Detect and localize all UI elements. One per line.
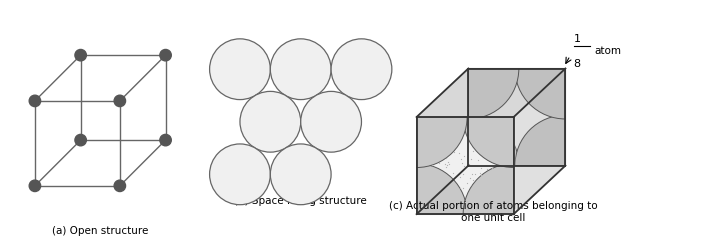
Wedge shape xyxy=(463,117,513,168)
Point xyxy=(448,150,460,154)
Polygon shape xyxy=(417,69,566,117)
Circle shape xyxy=(160,49,171,61)
Point xyxy=(440,165,452,168)
Point xyxy=(455,169,467,173)
Point xyxy=(468,179,479,182)
Point xyxy=(465,157,477,160)
Circle shape xyxy=(114,95,125,107)
Point xyxy=(454,175,465,179)
Text: 8: 8 xyxy=(574,59,581,69)
Point xyxy=(466,172,478,176)
Circle shape xyxy=(271,39,331,100)
Point xyxy=(463,162,475,166)
Point xyxy=(475,173,487,177)
Text: (c) Actual portion of atoms belonging to
one unit cell: (c) Actual portion of atoms belonging to… xyxy=(389,201,598,223)
Polygon shape xyxy=(468,69,566,166)
Polygon shape xyxy=(513,69,566,214)
Wedge shape xyxy=(417,117,467,168)
Wedge shape xyxy=(417,164,467,214)
Point xyxy=(458,172,469,176)
Point xyxy=(473,158,484,162)
Point xyxy=(442,160,454,164)
Circle shape xyxy=(271,144,331,205)
Polygon shape xyxy=(417,117,513,214)
Point xyxy=(458,165,470,168)
Point xyxy=(468,149,479,153)
Wedge shape xyxy=(468,115,519,166)
Point xyxy=(439,162,450,166)
Wedge shape xyxy=(515,69,566,119)
Circle shape xyxy=(114,180,125,191)
Point xyxy=(461,182,473,185)
Text: (b) Space filling structure: (b) Space filling structure xyxy=(234,196,367,206)
Circle shape xyxy=(29,180,41,191)
Wedge shape xyxy=(515,115,566,166)
Point xyxy=(457,186,468,190)
Point xyxy=(455,157,467,161)
Point xyxy=(470,172,481,176)
Point xyxy=(443,162,455,165)
Point xyxy=(459,154,470,158)
Point xyxy=(475,167,487,170)
Text: (a) Open structure: (a) Open structure xyxy=(52,226,148,236)
Point xyxy=(427,163,438,167)
Point xyxy=(487,166,498,169)
Point xyxy=(440,156,452,160)
Point xyxy=(442,163,453,167)
Circle shape xyxy=(240,91,301,152)
Circle shape xyxy=(331,39,392,100)
Circle shape xyxy=(75,134,87,146)
Point xyxy=(448,171,459,175)
Circle shape xyxy=(160,134,171,146)
Wedge shape xyxy=(463,164,513,214)
Text: atom: atom xyxy=(594,46,621,56)
Circle shape xyxy=(210,144,271,205)
Point xyxy=(481,167,493,171)
Point xyxy=(465,183,477,186)
Circle shape xyxy=(210,39,271,100)
Circle shape xyxy=(75,49,87,61)
Point xyxy=(465,176,476,180)
Point xyxy=(456,162,468,165)
Point xyxy=(453,151,464,155)
Circle shape xyxy=(29,95,41,107)
Circle shape xyxy=(301,91,362,152)
Text: 1: 1 xyxy=(574,34,581,44)
Point xyxy=(455,186,466,190)
Point xyxy=(433,161,445,164)
Wedge shape xyxy=(468,69,519,119)
Point xyxy=(475,172,486,175)
